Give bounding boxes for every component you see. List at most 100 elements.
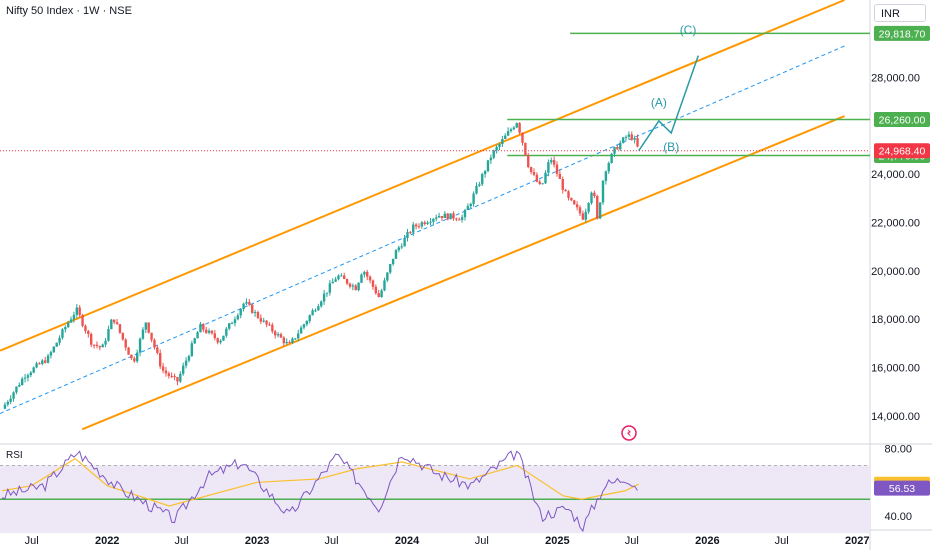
candle-body xyxy=(492,150,495,158)
candle-body xyxy=(92,344,96,346)
candle-body xyxy=(400,246,403,248)
level-price-tag-bg xyxy=(874,111,930,127)
candle-body xyxy=(104,340,107,345)
candle-body xyxy=(343,275,346,280)
candle-body xyxy=(130,354,133,359)
candle-body xyxy=(158,352,162,367)
candle-body xyxy=(245,302,248,304)
candle-body xyxy=(253,312,257,314)
candle-body xyxy=(340,275,343,277)
candle-body xyxy=(49,352,53,356)
candle-body xyxy=(325,292,329,294)
axes: 14,000.00 16,000.00 18,000.00 20,000.00 22,0… xyxy=(25,25,930,547)
candle-body xyxy=(115,322,119,325)
candle-body xyxy=(205,329,208,333)
candle-body xyxy=(167,373,171,376)
candle-body xyxy=(547,162,550,173)
icons[interactable] xyxy=(621,425,637,441)
candle-body xyxy=(624,136,628,138)
candle-body xyxy=(29,372,33,376)
chart-title: Nifty 50 Index · 1W · NSE xyxy=(6,5,132,17)
time-tick-label: Jul xyxy=(475,535,489,547)
price-tick-label: 14,000.00 xyxy=(871,411,920,423)
channel xyxy=(0,0,845,431)
candle-body xyxy=(512,127,516,130)
price-levels xyxy=(0,32,870,157)
candle-body xyxy=(584,211,587,220)
candle-body xyxy=(225,328,228,336)
candle-body xyxy=(276,334,280,336)
price-tick-label: 20,000.00 xyxy=(871,266,920,278)
candle-body xyxy=(285,341,288,344)
time-tick-label: 2022 xyxy=(95,535,119,547)
events-flag-icon[interactable] xyxy=(621,425,637,441)
candle-body xyxy=(587,203,590,212)
candle-body xyxy=(101,344,104,348)
candle-body xyxy=(314,310,317,312)
candle-body xyxy=(613,146,616,154)
candle-body xyxy=(265,320,268,325)
candle-body xyxy=(351,285,355,287)
candle-body xyxy=(426,222,429,225)
candle-body xyxy=(596,196,599,219)
candle-body xyxy=(616,146,619,150)
candle-body xyxy=(354,285,357,291)
candle-body xyxy=(515,123,518,128)
candle-body xyxy=(64,327,67,330)
candle-body xyxy=(377,293,380,297)
candle-body xyxy=(66,322,70,328)
wave-label: (C) xyxy=(680,23,697,37)
candle-body xyxy=(141,329,145,339)
candle-body xyxy=(294,338,297,340)
candle-body xyxy=(366,271,369,277)
candle-body xyxy=(443,213,447,218)
candle-body xyxy=(282,337,286,344)
candle-body xyxy=(18,384,21,387)
candle-body xyxy=(449,213,452,220)
channel-midline-line xyxy=(0,45,845,415)
time-tick-label: Jul xyxy=(625,535,639,547)
candle-body xyxy=(558,173,562,179)
candle-body xyxy=(32,367,35,373)
candle-body xyxy=(150,332,153,340)
candle-body xyxy=(529,167,533,172)
candle-body xyxy=(538,181,541,184)
time-tick-label: Jul xyxy=(25,535,39,547)
level-price-tag: 26,260.00 xyxy=(879,114,926,126)
candle-body xyxy=(256,312,260,318)
time-tick-label: 2027 xyxy=(845,535,869,547)
candle-body xyxy=(412,224,415,233)
candle-body xyxy=(305,321,309,325)
candle-body xyxy=(593,192,596,197)
candle-body xyxy=(161,366,165,371)
rsi-pane xyxy=(0,450,870,534)
rsi-ma-line xyxy=(1,457,640,507)
candle-body xyxy=(259,317,263,322)
candle-body xyxy=(504,135,507,140)
candle-body xyxy=(43,360,47,363)
candle-body xyxy=(187,356,191,361)
candle-body xyxy=(26,375,30,378)
candle-body xyxy=(552,160,556,165)
currency-selector[interactable]: INR xyxy=(874,4,926,22)
candle-body xyxy=(429,221,432,223)
candle-body xyxy=(121,332,125,340)
candle-body xyxy=(440,216,444,218)
price-tick-label: 18,000.00 xyxy=(871,314,920,326)
candle-body xyxy=(124,339,127,348)
candle-body xyxy=(222,335,225,341)
candle-body xyxy=(262,320,265,322)
candle-body xyxy=(432,218,435,222)
candle-body xyxy=(348,283,352,287)
candle-body xyxy=(69,319,73,323)
candle-body xyxy=(184,360,188,366)
candle-body xyxy=(210,330,214,334)
candle-body xyxy=(337,275,340,280)
candle-body xyxy=(274,331,277,336)
candle-body xyxy=(475,185,478,194)
candle-body xyxy=(98,346,102,348)
candle-body xyxy=(561,178,564,190)
candle-body xyxy=(118,324,122,333)
candle-body xyxy=(345,279,349,284)
